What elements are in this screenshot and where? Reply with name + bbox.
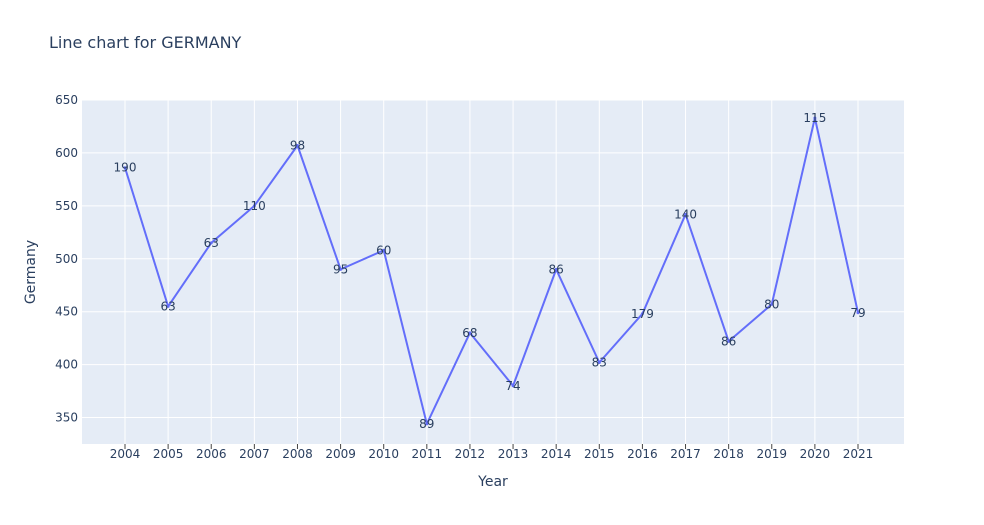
x-tick-label: 2004 — [110, 447, 141, 461]
data-point — [123, 166, 127, 170]
series-line — [124, 116, 859, 425]
data-label: 140 — [674, 207, 697, 221]
data-point — [468, 331, 472, 335]
data-label: 89 — [419, 417, 434, 431]
data-label: 68 — [462, 326, 477, 340]
data-point — [597, 360, 601, 364]
data-label: 98 — [290, 139, 305, 153]
x-tick-label: 2010 — [368, 447, 399, 461]
data-point — [511, 384, 515, 388]
data-label: 86 — [549, 262, 564, 276]
x-tick-label: 2021 — [843, 447, 874, 461]
x-tick-label: 2015 — [584, 447, 615, 461]
y-tick-label: 450 — [55, 305, 78, 319]
x-tick-label: 2012 — [455, 447, 486, 461]
data-point — [727, 339, 731, 343]
y-tick-label: 400 — [55, 358, 78, 372]
data-label: 79 — [850, 306, 865, 320]
y-tick-label: 550 — [55, 199, 78, 213]
data-label: 86 — [721, 334, 736, 348]
data-point — [554, 267, 558, 271]
data-label: 179 — [631, 307, 654, 321]
data-point — [770, 302, 774, 306]
x-tick-label: 2019 — [756, 447, 787, 461]
y-tick-label: 600 — [55, 146, 78, 160]
x-tick-label: 2006 — [196, 447, 227, 461]
x-tick-label: 2007 — [239, 447, 270, 461]
data-label: 74 — [505, 379, 520, 393]
data-point — [166, 304, 170, 308]
x-tick-label: 2017 — [670, 447, 701, 461]
data-label: 95 — [333, 262, 348, 276]
data-point — [425, 422, 429, 426]
data-label: 83 — [592, 355, 607, 369]
data-label: 190 — [114, 161, 137, 175]
data-point — [684, 212, 688, 216]
x-tick-label: 2018 — [713, 447, 744, 461]
x-tick-label: 2013 — [498, 447, 529, 461]
x-tick-label: 2005 — [153, 447, 184, 461]
data-label: 63 — [160, 299, 175, 313]
chart-title: Line chart for GERMANY — [49, 33, 242, 52]
plot-area — [82, 100, 904, 444]
data-label: 115 — [803, 111, 826, 125]
y-tick-label: 650 — [55, 93, 78, 107]
data-point — [813, 116, 817, 120]
data-point — [640, 312, 644, 316]
data-label: 80 — [764, 297, 779, 311]
data-point — [252, 204, 256, 208]
y-tick-label: 500 — [55, 252, 78, 266]
data-label: 110 — [243, 199, 266, 213]
data-point — [295, 144, 299, 148]
data-point — [856, 311, 860, 315]
x-axis-title: Year — [477, 474, 508, 490]
x-tick-label: 2016 — [627, 447, 658, 461]
x-tick-label: 2009 — [325, 447, 356, 461]
data-label: 63 — [204, 236, 219, 250]
x-tick-label: 2011 — [412, 447, 443, 461]
data-label: 60 — [376, 243, 391, 257]
data-point — [339, 267, 343, 271]
x-tick-label: 2020 — [800, 447, 831, 461]
x-tick-label: 2014 — [541, 447, 572, 461]
x-tick-label: 2008 — [282, 447, 313, 461]
data-point — [382, 248, 386, 252]
data-point — [209, 241, 213, 245]
y-axis-title: Germany — [23, 240, 39, 304]
y-tick-label: 350 — [55, 411, 78, 425]
